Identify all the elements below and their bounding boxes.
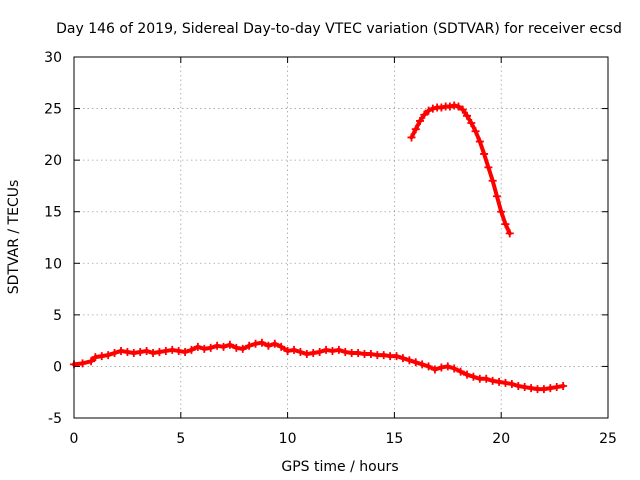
- chart-title: Day 146 of 2019, Sidereal Day-to-day VTE…: [56, 21, 622, 37]
- y-tick-label: 25: [44, 102, 62, 118]
- data-points: [70, 101, 568, 394]
- x-axis-label: GPS time / hours: [281, 459, 398, 475]
- y-tick-label: 15: [44, 205, 62, 221]
- y-tick-labels: -5 0 5 10 15 20 25 30: [44, 50, 62, 427]
- x-tick-label: 10: [279, 431, 297, 447]
- y-axis-label: SDTVAR / TECUs: [6, 180, 22, 295]
- y-tick-label: 30: [44, 50, 62, 66]
- y-tick-label: -5: [48, 411, 62, 427]
- x-tick-label: 5: [176, 431, 185, 447]
- plot-frame: [73, 56, 609, 419]
- x-tick-label: 20: [492, 431, 510, 447]
- x-tick-label: 0: [70, 431, 79, 447]
- series-band: [499, 209, 508, 227]
- grid-lines: [74, 57, 608, 418]
- series-band: [554, 384, 566, 390]
- series-band: [503, 222, 512, 236]
- series-band: [486, 165, 495, 183]
- y-tick-label: 10: [44, 256, 62, 272]
- axis-ticks: [73, 56, 609, 419]
- series-band: [477, 139, 487, 156]
- x-tick-label: 25: [599, 431, 617, 447]
- y-tick-label: 20: [44, 153, 62, 169]
- series-band: [482, 151, 491, 170]
- series-band: [494, 194, 504, 214]
- x-tick-label: 15: [385, 431, 403, 447]
- y-tick-label: 5: [53, 308, 62, 324]
- x-tick-labels: 0 5 10 15 20 25: [70, 431, 617, 447]
- y-tick-label: 0: [53, 359, 62, 375]
- series-band: [490, 178, 499, 199]
